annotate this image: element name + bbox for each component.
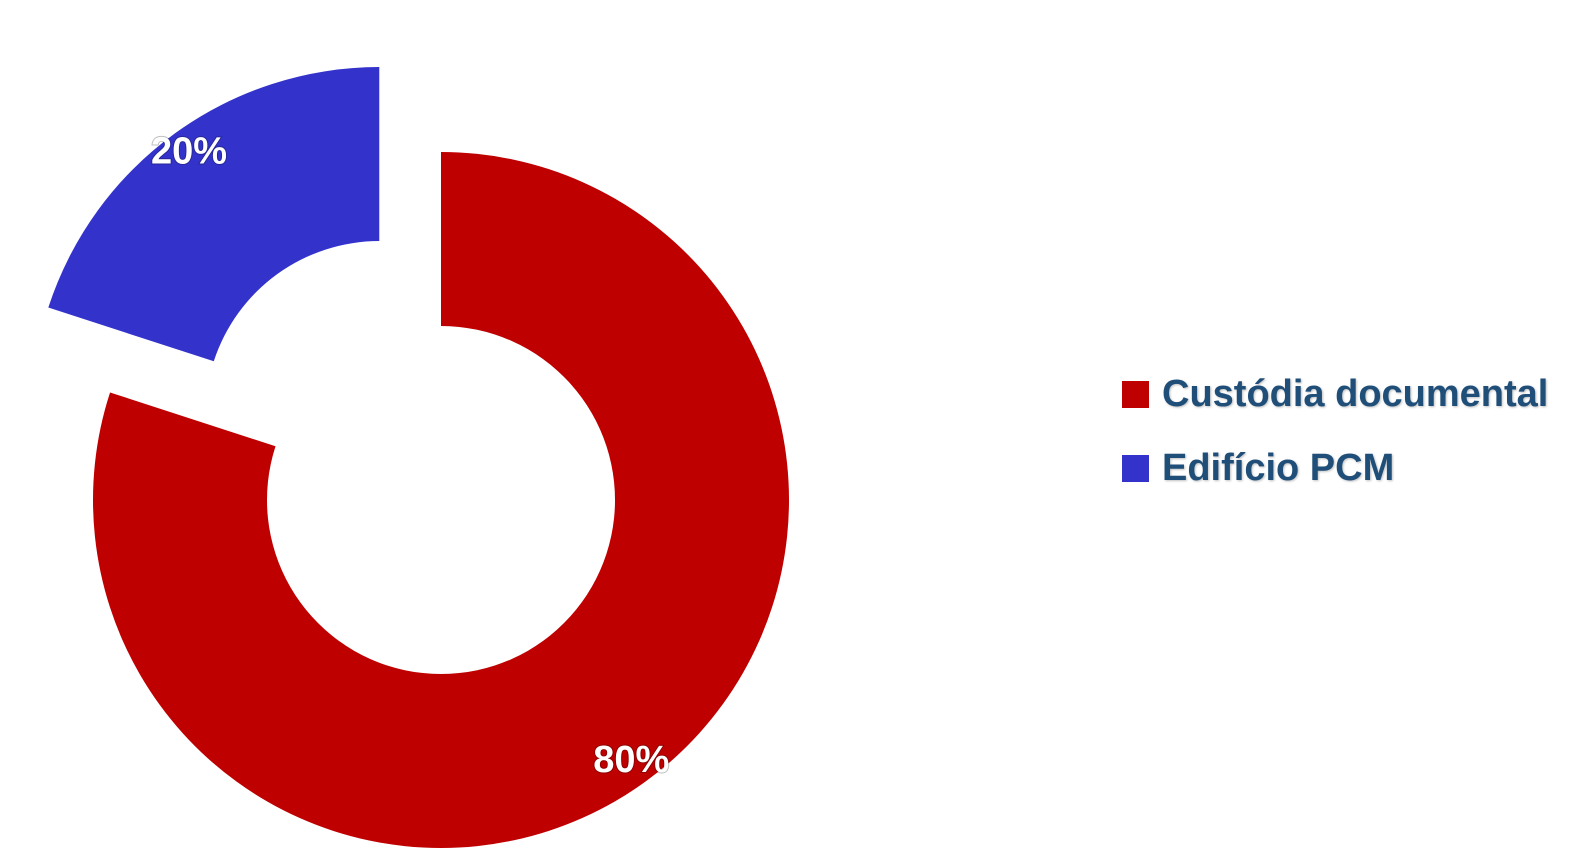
legend-label-custodia-documental: Custódia documental — [1162, 373, 1548, 416]
legend-item-custodia-documental: Custódia documental — [1122, 370, 1548, 418]
data-label-edificio-pcm: 20% — [151, 130, 227, 172]
legend-item-edificio-pcm: Edifício PCM — [1122, 444, 1548, 492]
data-label-custodia-documental: 80% — [593, 739, 669, 781]
legend-swatch-edificio-pcm — [1122, 455, 1149, 482]
legend-label-edificio-pcm: Edifício PCM — [1162, 447, 1394, 490]
donut-slice-edificio-pcm — [48, 67, 379, 361]
chart-legend: Custódia documental Edifício PCM — [1122, 370, 1548, 492]
legend-swatch-custodia-documental — [1122, 381, 1149, 408]
